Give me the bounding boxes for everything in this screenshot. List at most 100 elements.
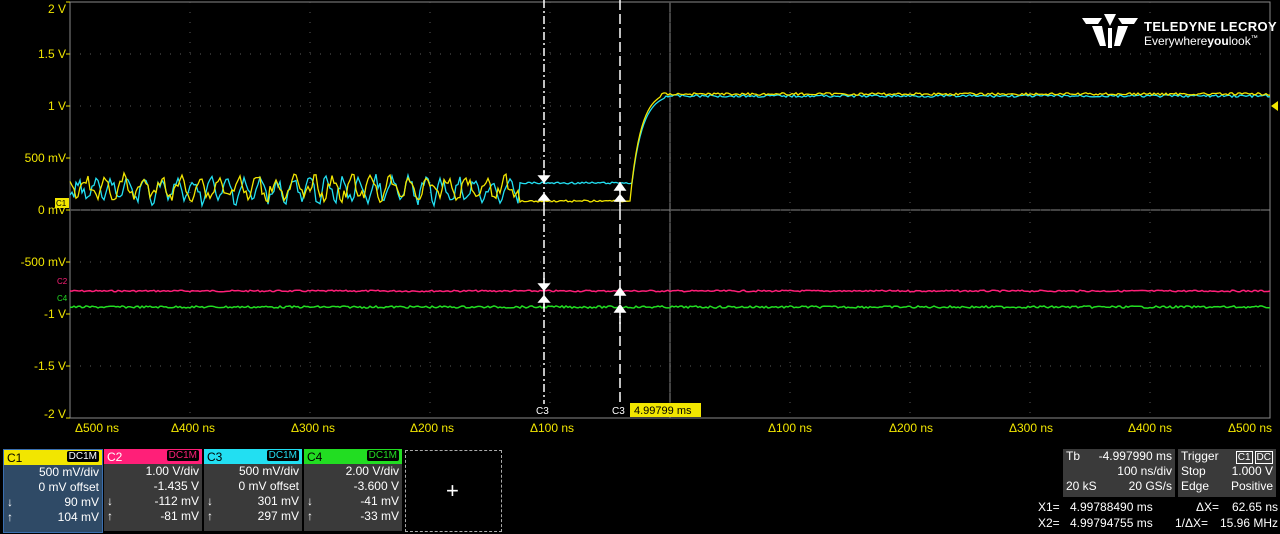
- plus-icon: +: [446, 478, 459, 503]
- lecroy-emblem-icon: [1082, 14, 1138, 48]
- channel-name: C1: [7, 451, 23, 465]
- x-axis-label: Δ100 ns: [768, 421, 812, 435]
- offset: 0 mV offset: [38, 480, 99, 494]
- x-axis-label: Δ500 ns: [1228, 421, 1272, 435]
- up-arrow-icon: ↑: [7, 510, 13, 524]
- x1-value: 4.99788490 ms: [1070, 500, 1153, 514]
- svg-text:C3: C3: [536, 406, 549, 417]
- graticule: [69, 1, 1271, 419]
- offset: -3.600 V: [353, 479, 399, 493]
- y-axis-label: -1.5 V: [34, 359, 66, 373]
- trace-c4: [69, 304, 1271, 310]
- trace-c1: [69, 91, 1271, 205]
- trigger-level-marker: [1271, 101, 1278, 111]
- down-arrow-icon: ↓: [107, 494, 113, 508]
- channel-name: C3: [207, 450, 223, 464]
- trigger-slope: Positive: [1230, 479, 1273, 493]
- x2-value: 4.99794755 ms: [1070, 516, 1153, 530]
- trace-marker-c1: C1: [55, 198, 69, 208]
- svg-text:4.99799 ms: 4.99799 ms: [634, 405, 692, 417]
- dx-value: 62.65 ns: [1231, 500, 1278, 514]
- coupling-badge: DC1M: [366, 450, 399, 461]
- cursor-up-value: -81 mV: [160, 509, 199, 523]
- cursor-up-value: 104 mV: [57, 510, 99, 524]
- coupling-badge: DC1M: [266, 450, 299, 461]
- cursor-arrows: [537, 170, 627, 324]
- cursor-label-left: C3: [535, 404, 551, 417]
- channel-c4-panel[interactable]: C4 DC1M 2.00 V/div -3.600 V ↓ -41 mV ↑ -33…: [304, 449, 402, 531]
- coupling-badge: DC1M: [66, 451, 99, 462]
- offset: -1.435 V: [153, 479, 199, 493]
- x-axis-label: Δ200 ns: [889, 421, 933, 435]
- vdiv: 1.00 V/div: [145, 464, 199, 478]
- y-axis-label: 1.5 V: [38, 47, 66, 61]
- vdiv: 500 mV/div: [38, 465, 99, 479]
- cursor-up-value: -33 mV: [360, 509, 399, 523]
- down-arrow-icon: ↓: [7, 495, 13, 509]
- trigger-label: Trigger: [1181, 449, 1219, 463]
- trace-marker-c1-label: C1: [56, 199, 67, 208]
- cursor-down-value: 301 mV: [257, 494, 299, 508]
- x-axis-label: Δ500 ns: [75, 421, 119, 435]
- timebase-rate: 20 GS/s: [1128, 479, 1172, 493]
- vdiv: 2.00 V/div: [345, 464, 399, 478]
- dx-label: ΔX=: [1196, 500, 1220, 514]
- cursor-label-right: C3: [611, 404, 627, 417]
- cursor-down-value: -41 mV: [360, 494, 399, 508]
- x2-label: X2=: [1038, 516, 1060, 530]
- cursor-up-value: 297 mV: [257, 509, 299, 523]
- timebase-label: Tb: [1066, 449, 1081, 463]
- inverse-dx-label: 1/ΔX=: [1175, 516, 1209, 530]
- x-axis-label: Δ400 ns: [1128, 421, 1172, 435]
- timebase-delay: -4.997990 ms: [1098, 449, 1172, 463]
- y-axis-label: -500 mV: [21, 255, 66, 269]
- coupling-badge: DC1M: [166, 450, 199, 461]
- offset: 0 mV offset: [238, 479, 299, 493]
- y-axis-label: -1 V: [44, 307, 66, 321]
- teledyne-lecroy-logo: TELEDYNE LECROY Everywhereyoulook™: [1082, 14, 1277, 50]
- y-axis-label: 500 mV: [25, 151, 66, 165]
- trigger-type: Edge: [1181, 479, 1210, 493]
- trace-c2: [69, 289, 1271, 293]
- channel-name: C4: [307, 450, 323, 464]
- trigger-panel[interactable]: Trigger C1 DC Stop 1.000 V Edge Positive: [1178, 449, 1276, 497]
- x1-label: X1=: [1038, 500, 1060, 514]
- channel-c2-panel[interactable]: C2 DC1M 1.00 V/div -1.435 V ↓ -112 mV ↑ -8…: [104, 449, 202, 531]
- cursor-down-value: -112 mV: [154, 494, 199, 508]
- trigger-source-badge: C1: [1235, 451, 1253, 464]
- y-axis-label: -2 V: [44, 407, 66, 421]
- x-axis-label: Δ300 ns: [291, 421, 335, 435]
- brand-tagline: Everywhereyoulook™: [1144, 34, 1258, 48]
- channel-name: C2: [107, 450, 123, 464]
- trace-marker-c2: C2: [57, 277, 68, 286]
- cursor-readout: X1= 4.99788490 ms ΔX= 62.65 ns X2= 4.997…: [1038, 499, 1278, 531]
- brand-name: TELEDYNE LECROY: [1144, 19, 1278, 34]
- trace-c3: [69, 93, 1271, 209]
- x-axis-labels: Δ500 ns Δ400 ns Δ300 ns Δ200 ns Δ100 ns Δ100 …: [75, 421, 1272, 435]
- down-arrow-icon: ↓: [207, 494, 213, 508]
- x-axis-label: Δ100 ns: [530, 421, 574, 435]
- trigger-time-marker: 4.99799 ms: [630, 403, 701, 417]
- up-arrow-icon: ↑: [207, 509, 213, 523]
- trigger-mode: Stop: [1181, 464, 1206, 478]
- add-trace-button[interactable]: +: [405, 450, 502, 532]
- svg-text:C3: C3: [612, 406, 625, 417]
- up-arrow-icon: ↑: [107, 509, 113, 523]
- trace-marker-c4: C4: [57, 294, 68, 303]
- trigger-level: 1.000 V: [1231, 464, 1273, 478]
- timebase-panel[interactable]: Tb -4.997990 ms 100 ns/div 20 kS 20 GS/s: [1063, 449, 1175, 497]
- timebase-samples: 20 kS: [1066, 479, 1097, 493]
- cursor-down-value: 90 mV: [64, 495, 99, 509]
- up-arrow-icon: ↑: [307, 509, 313, 523]
- vdiv: 500 mV/div: [238, 464, 299, 478]
- timebase-tdiv: 100 ns/div: [1117, 464, 1172, 478]
- y-axis-label: 1 V: [48, 99, 66, 113]
- x-axis-label: Δ300 ns: [1009, 421, 1053, 435]
- x-axis-label: Δ200 ns: [410, 421, 454, 435]
- channel-c3-panel[interactable]: C3 DC1M 500 mV/div 0 mV offset ↓ 301 mV ↑…: [204, 449, 302, 531]
- channel-c1-panel[interactable]: C1 DC1M 500 mV/div 0 mV offset ↓ 90 mV ↑ 1…: [3, 449, 103, 533]
- down-arrow-icon: ↓: [307, 494, 313, 508]
- y-axis-label: 2 V: [48, 2, 66, 16]
